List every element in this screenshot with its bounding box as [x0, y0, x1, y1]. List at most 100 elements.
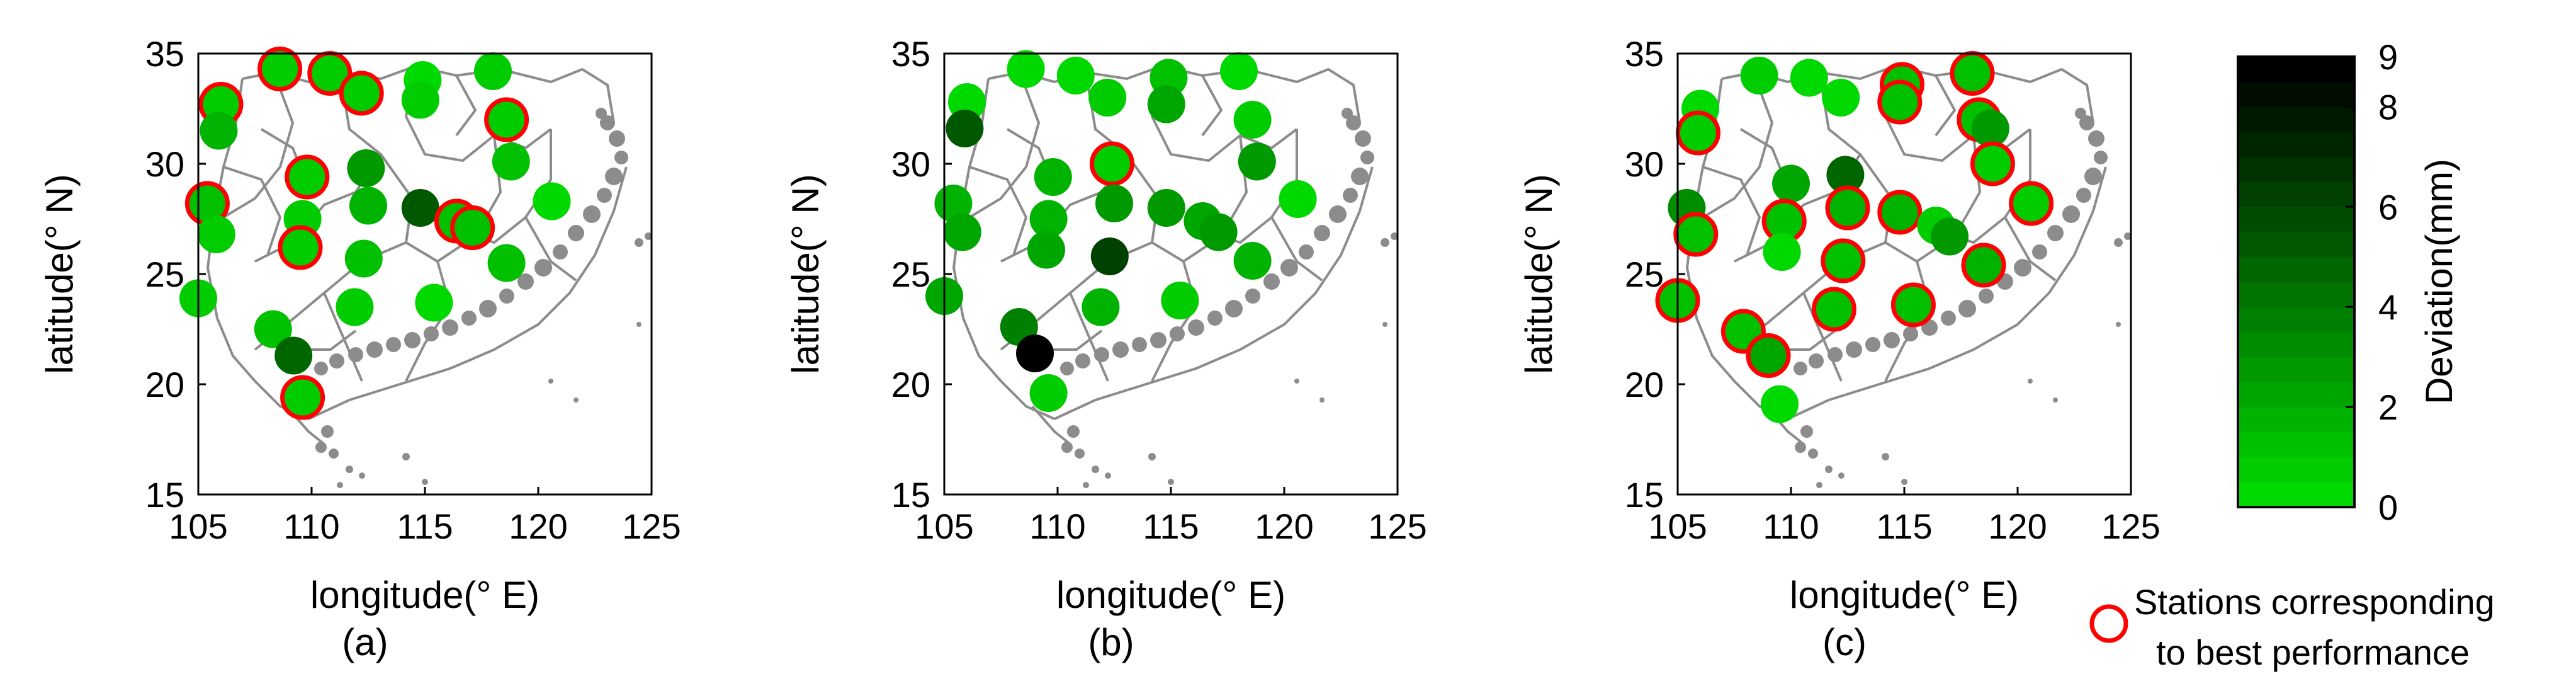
boundary-line: [969, 166, 1028, 256]
boundary-line: [1031, 405, 1071, 445]
boundary-line: [968, 72, 1041, 219]
station-point: [1765, 202, 1804, 240]
colorbar-band: [2238, 432, 2354, 458]
x-tick-label: 120: [509, 506, 567, 546]
coastline-island: [1794, 362, 1807, 375]
coastline-island: [1941, 311, 1956, 326]
coastline-island: [442, 319, 458, 336]
y-axis-label-c: latitude(° N): [1518, 174, 1560, 374]
station-point: [342, 74, 381, 112]
x-tick-label: 125: [1368, 506, 1426, 546]
boundary-line: [1151, 261, 1198, 382]
station-point: [288, 158, 326, 196]
coastline-island: [636, 322, 641, 327]
x-tick-label: 110: [1763, 506, 1819, 546]
x-tick-label: 105: [915, 506, 973, 546]
y-tick-label: 15: [145, 475, 184, 515]
boundary-line: [1702, 72, 1774, 219]
best-performance-ring: [1961, 243, 2006, 288]
best-performance-ring: [278, 225, 323, 270]
boundary-line: [1802, 292, 1843, 382]
coastline-island: [548, 379, 553, 384]
best-performance-ring: [1877, 190, 1923, 235]
colorbar-tick-label: 8: [2378, 87, 2398, 127]
y-axis-label-a: latitude(° N): [38, 174, 81, 374]
station-point: [1971, 110, 2009, 147]
colorbar-band: [2238, 382, 2354, 408]
y-ticks-c: 15 20 25 30 35: [1625, 34, 1685, 515]
station-point: [1679, 114, 1717, 152]
boundary-line: [1787, 166, 2107, 420]
station-point: [1931, 217, 1969, 256]
y-tick-label: 25: [145, 254, 184, 294]
coastline-island: [1319, 397, 1325, 403]
x-tick-label: 105: [169, 506, 227, 546]
station-point: [1090, 237, 1129, 275]
station-point: [401, 81, 439, 119]
colorbar-tick-label: 6: [2378, 187, 2398, 227]
coastline-island: [1150, 332, 1167, 348]
coastline-island: [614, 151, 628, 164]
x-tick-label: 125: [2101, 506, 2160, 546]
coastline-island: [422, 479, 428, 485]
coastline-island: [329, 353, 344, 369]
coastline-island: [1132, 337, 1147, 352]
coastline-island: [1092, 466, 1099, 473]
coastline-island: [1112, 341, 1129, 358]
coastline-island: [2053, 397, 2058, 403]
station-point: [1822, 79, 1860, 117]
stations-a: [179, 47, 571, 420]
colorbar-band: [2238, 407, 2354, 433]
coastline-island: [553, 244, 568, 260]
x-tick-label: 125: [622, 506, 681, 546]
coastline-island: [1865, 337, 1880, 352]
coastline-island: [1838, 472, 1844, 479]
coastline-island: [1148, 453, 1156, 460]
coastline-island: [2014, 259, 2031, 277]
station-point: [1199, 213, 1238, 251]
station-point: [254, 310, 292, 348]
y-tick-label: 35: [891, 34, 930, 74]
colorbar-tick-label: 9: [2378, 37, 2398, 77]
station-point: [1953, 54, 1991, 93]
station-point: [474, 52, 512, 90]
station-point: [1029, 200, 1068, 238]
x-tick-label: 120: [1255, 506, 1313, 546]
boundary-line: [323, 292, 363, 382]
station-point: [487, 244, 526, 282]
colorbar-tick-label: 0: [2378, 488, 2398, 527]
coastline-island: [479, 300, 497, 317]
boundary-line: [404, 66, 552, 163]
map-panel-a: 105 110 115 120 125 15 20 25 30 35 longitude(° E…: [38, 34, 681, 663]
best-performance-ring: [339, 71, 384, 116]
x-tick-label: 110: [1029, 506, 1085, 546]
coastline-island: [1294, 379, 1299, 384]
y-tick-label: 30: [1625, 144, 1664, 184]
map-panel-c: 105 110 115 120 125 15 20 25 30 35 longitude(° E…: [1518, 34, 2161, 663]
coastline-island: [635, 238, 643, 247]
coastline-island: [1170, 326, 1185, 341]
best-performance-ring: [257, 47, 303, 91]
station-point: [349, 186, 387, 225]
coastline-island: [2032, 244, 2047, 260]
y-tick-label: 30: [145, 144, 184, 184]
best-performance-ring: [2009, 181, 2054, 226]
station-point: [1829, 189, 1867, 227]
best-performance-ring: [1890, 282, 1936, 328]
coastline-island: [1346, 115, 1361, 130]
coastline-island: [1355, 130, 1371, 147]
coastline-island: [517, 273, 534, 290]
colorbar-band: [2238, 132, 2354, 157]
station-point: [1965, 246, 2003, 284]
y-tick-label: 20: [891, 365, 930, 404]
coastline-island: [1343, 188, 1358, 203]
boundary-line: [1045, 329, 1103, 351]
coastline-island: [583, 205, 601, 223]
station-point: [492, 142, 530, 181]
boundary-line: [1054, 166, 1374, 420]
x-tick-label: 110: [283, 506, 339, 546]
coastline-island: [1245, 289, 1260, 304]
coastline-island: [609, 130, 625, 147]
colorbar-band: [2238, 307, 2354, 333]
station-point: [1147, 189, 1185, 227]
